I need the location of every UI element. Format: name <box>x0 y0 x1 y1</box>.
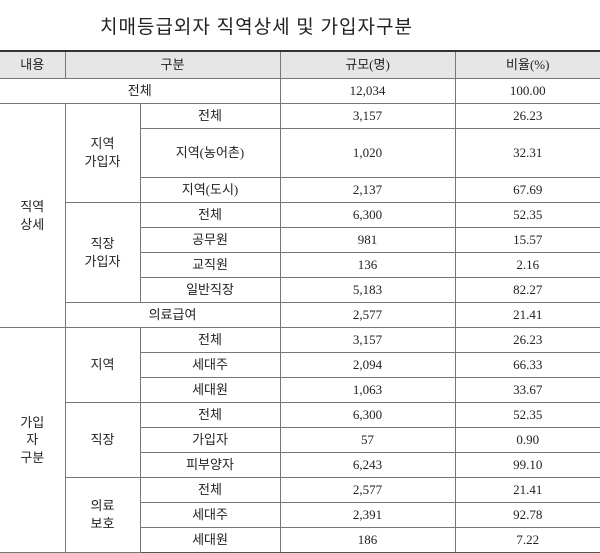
table-row: 교직원 136 2.16 <box>0 252 600 278</box>
table-cell: 82.27 <box>454 277 600 303</box>
table-cell: 67.69 <box>454 177 600 203</box>
table-row: 직장 전체 6,300 52.35 <box>0 402 600 478</box>
table-row: 세대원 186 7.22 <box>0 527 600 553</box>
table-cell: 2,094 <box>279 352 456 378</box>
table-cell: 32.31 <box>454 128 600 178</box>
table-cell: 직장 <box>65 402 141 478</box>
table-cell: 1,020 <box>279 128 456 178</box>
table-cell: 0.90 <box>454 427 600 453</box>
table-cell: 99.10 <box>454 452 600 478</box>
table-cell: 5,183 <box>279 277 456 303</box>
table-cell: 7.22 <box>454 527 600 553</box>
table-cell: 6,300 <box>279 402 456 428</box>
table-cell: 전체 <box>139 327 281 353</box>
table-cell: 3,157 <box>279 327 456 353</box>
table-cell: 공무원 <box>140 227 281 253</box>
table-cell: 전체 <box>139 477 281 503</box>
table-cell: 57 <box>279 427 456 453</box>
table-cell: 일반직장 <box>140 277 281 303</box>
table-cell: 21.41 <box>454 302 600 328</box>
table-cell: 33.67 <box>454 377 600 403</box>
table-cell: 3,157 <box>279 103 456 129</box>
table-cell: 26.23 <box>454 103 600 129</box>
table-cell: 100.00 <box>454 78 600 104</box>
table: 내용 구분 규모(명) 비율(%) 전체 12,034 100.00 직역 상세 지역 가입자… <box>0 50 600 553</box>
table-row: 세대주 2,391 92.78 <box>0 502 600 528</box>
table-cell: 직역 상세 <box>0 103 66 328</box>
table-cell: 1,063 <box>279 377 456 403</box>
table-cell: 2,137 <box>279 177 456 203</box>
table-cell: 전체 <box>0 78 281 104</box>
table-cell: 2,391 <box>279 502 456 528</box>
table-cell: 15.57 <box>454 227 600 253</box>
table-cell: 2,577 <box>279 302 456 328</box>
table-cell: 136 <box>279 252 456 278</box>
header-cell: 규모(명) <box>279 50 456 79</box>
table-cell: 의료급여 <box>65 302 281 328</box>
table-cell: 지역(도시) <box>140 177 281 203</box>
table-cell: 92.78 <box>454 502 600 528</box>
table-row: 의료 보호 전체 2,577 21.41 <box>0 477 600 553</box>
table-cell: 21.41 <box>454 477 600 503</box>
header-cell: 비율(%) <box>454 50 600 79</box>
table-row: 지역(도시) 2,137 67.69 <box>0 177 600 203</box>
table-row: 의료급여 2,577 21.41 <box>0 302 600 328</box>
table-cell: 26.23 <box>454 327 600 353</box>
title: 치매등급외자 직역상세 및 가입자구분 <box>100 17 413 38</box>
table-cell: 지역 <box>64 327 141 403</box>
table-cell: 6,300 <box>279 202 456 228</box>
table-cell: 의료 보호 <box>65 477 141 553</box>
table-cell: 지역 가입자 <box>64 103 141 203</box>
header-row: 내용 구분 규모(명) 비율(%) <box>0 50 600 79</box>
table-cell: 전체 <box>139 103 281 129</box>
table-row: 전체 12,034 100.00 <box>0 78 600 104</box>
table-cell: 6,243 <box>279 452 456 478</box>
table-cell: 세대주 <box>140 502 281 528</box>
table-cell: 교직원 <box>140 252 281 278</box>
table-row: 세대원 1,063 33.67 <box>0 377 600 403</box>
table-row: 직장 가입자 전체 6,300 52.35 <box>0 202 600 303</box>
table-cell: 12,034 <box>279 78 456 104</box>
table-cell: 전체 <box>139 402 281 428</box>
table-row: 직역 상세 지역 가입자 전체 3,157 26.23 <box>0 103 600 328</box>
table-cell: 가입 자 구분 <box>0 327 66 553</box>
table-cell: 세대원 <box>140 527 281 553</box>
table-row: 지역(농어촌) 1,020 32.31 <box>0 128 600 178</box>
table-cell: 직장 가입자 <box>65 202 141 303</box>
table-cell: 2,577 <box>279 477 456 503</box>
table-cell: 피부양자 <box>140 452 281 478</box>
table-cell: 지역(농어촌) <box>140 128 281 178</box>
header-cell: 내용 <box>0 50 66 79</box>
table-cell: 2.16 <box>454 252 600 278</box>
table-cell: 가입자 <box>140 427 281 453</box>
table-cell: 52.35 <box>454 402 600 428</box>
table-row: 피부양자 6,243 99.10 <box>0 452 600 478</box>
table-cell: 세대주 <box>140 352 281 378</box>
table-cell: 전체 <box>139 202 281 228</box>
table-cell: 세대원 <box>140 377 281 403</box>
table-cell: 981 <box>279 227 456 253</box>
table-cell: 186 <box>279 527 456 553</box>
table-cell: 52.35 <box>454 202 600 228</box>
table-cell: 66.33 <box>454 352 600 378</box>
table-row: 가입 자 구분 지역 전체 3,157 26.23 <box>0 327 600 553</box>
header-cell: 구분 <box>64 50 281 79</box>
table-row: 가입자 57 0.90 <box>0 427 600 453</box>
